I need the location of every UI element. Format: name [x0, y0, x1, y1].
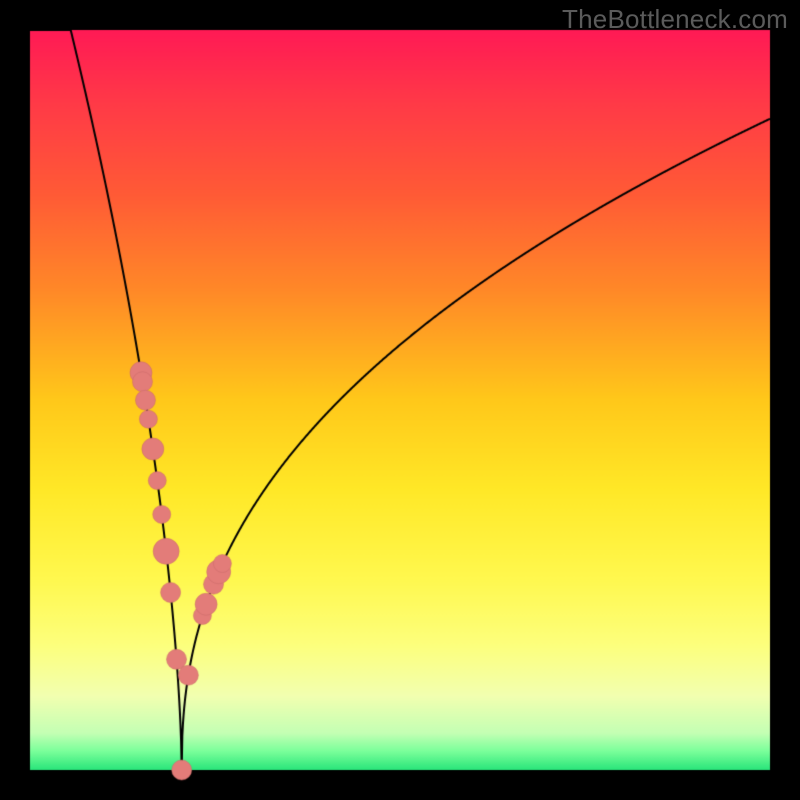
watermark-text: TheBottleneck.com: [562, 4, 788, 35]
bottleneck-chart: [0, 0, 800, 800]
